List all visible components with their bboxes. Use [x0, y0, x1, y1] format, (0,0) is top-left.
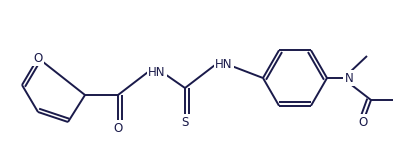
Text: N: N	[344, 72, 353, 84]
Text: O: O	[33, 51, 43, 64]
Text: O: O	[357, 116, 367, 129]
Text: HN: HN	[214, 58, 232, 72]
Text: HN: HN	[148, 66, 165, 78]
Text: S: S	[181, 116, 188, 129]
Text: O: O	[113, 122, 122, 135]
